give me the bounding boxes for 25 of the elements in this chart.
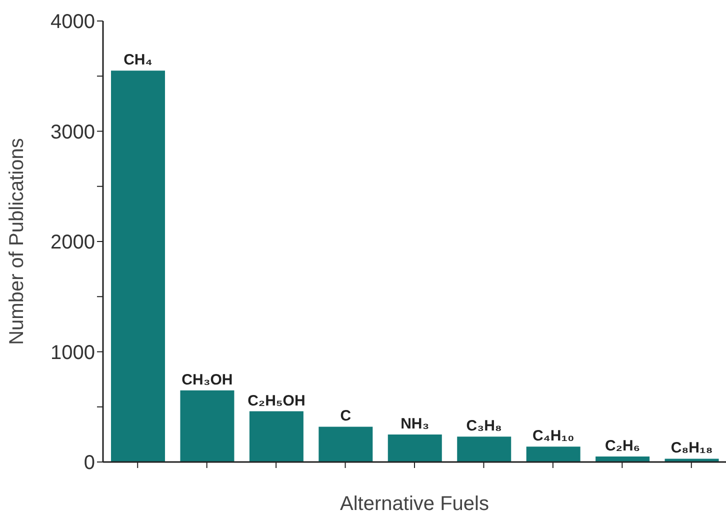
y-axis-title: Number of Publications xyxy=(6,138,28,345)
bar xyxy=(664,458,719,462)
x-tick-label: NH₃ xyxy=(400,415,430,432)
y-tick-label: 2000 xyxy=(50,232,95,254)
bar xyxy=(526,446,580,462)
bar xyxy=(388,434,442,462)
x-tick-label: C₂H₅OH xyxy=(248,392,306,410)
x-tick-label: C₂H₆ xyxy=(604,437,640,454)
x-tick-label: C₃H₈ xyxy=(466,418,502,435)
y-tick-label: 4000 xyxy=(50,11,95,34)
bar xyxy=(318,426,373,462)
bar xyxy=(596,456,650,462)
bar xyxy=(457,436,512,462)
y-tick-label: 1000 xyxy=(50,342,95,364)
x-tick-label: C₈H₁₈ xyxy=(670,440,713,457)
bar xyxy=(249,411,304,462)
x-tick-label: C xyxy=(340,408,352,425)
x-tick-label: C₄H₁₀ xyxy=(532,428,574,445)
x-tick-label: CH₄ xyxy=(124,52,152,69)
y-tick-label: 0 xyxy=(84,452,95,474)
x-tick-label: CH₃OH xyxy=(182,371,233,388)
bar xyxy=(180,390,234,462)
bar xyxy=(111,70,165,462)
x-axis-title: Alternative Fuels xyxy=(340,493,489,512)
y-tick-label: 3000 xyxy=(50,121,95,144)
